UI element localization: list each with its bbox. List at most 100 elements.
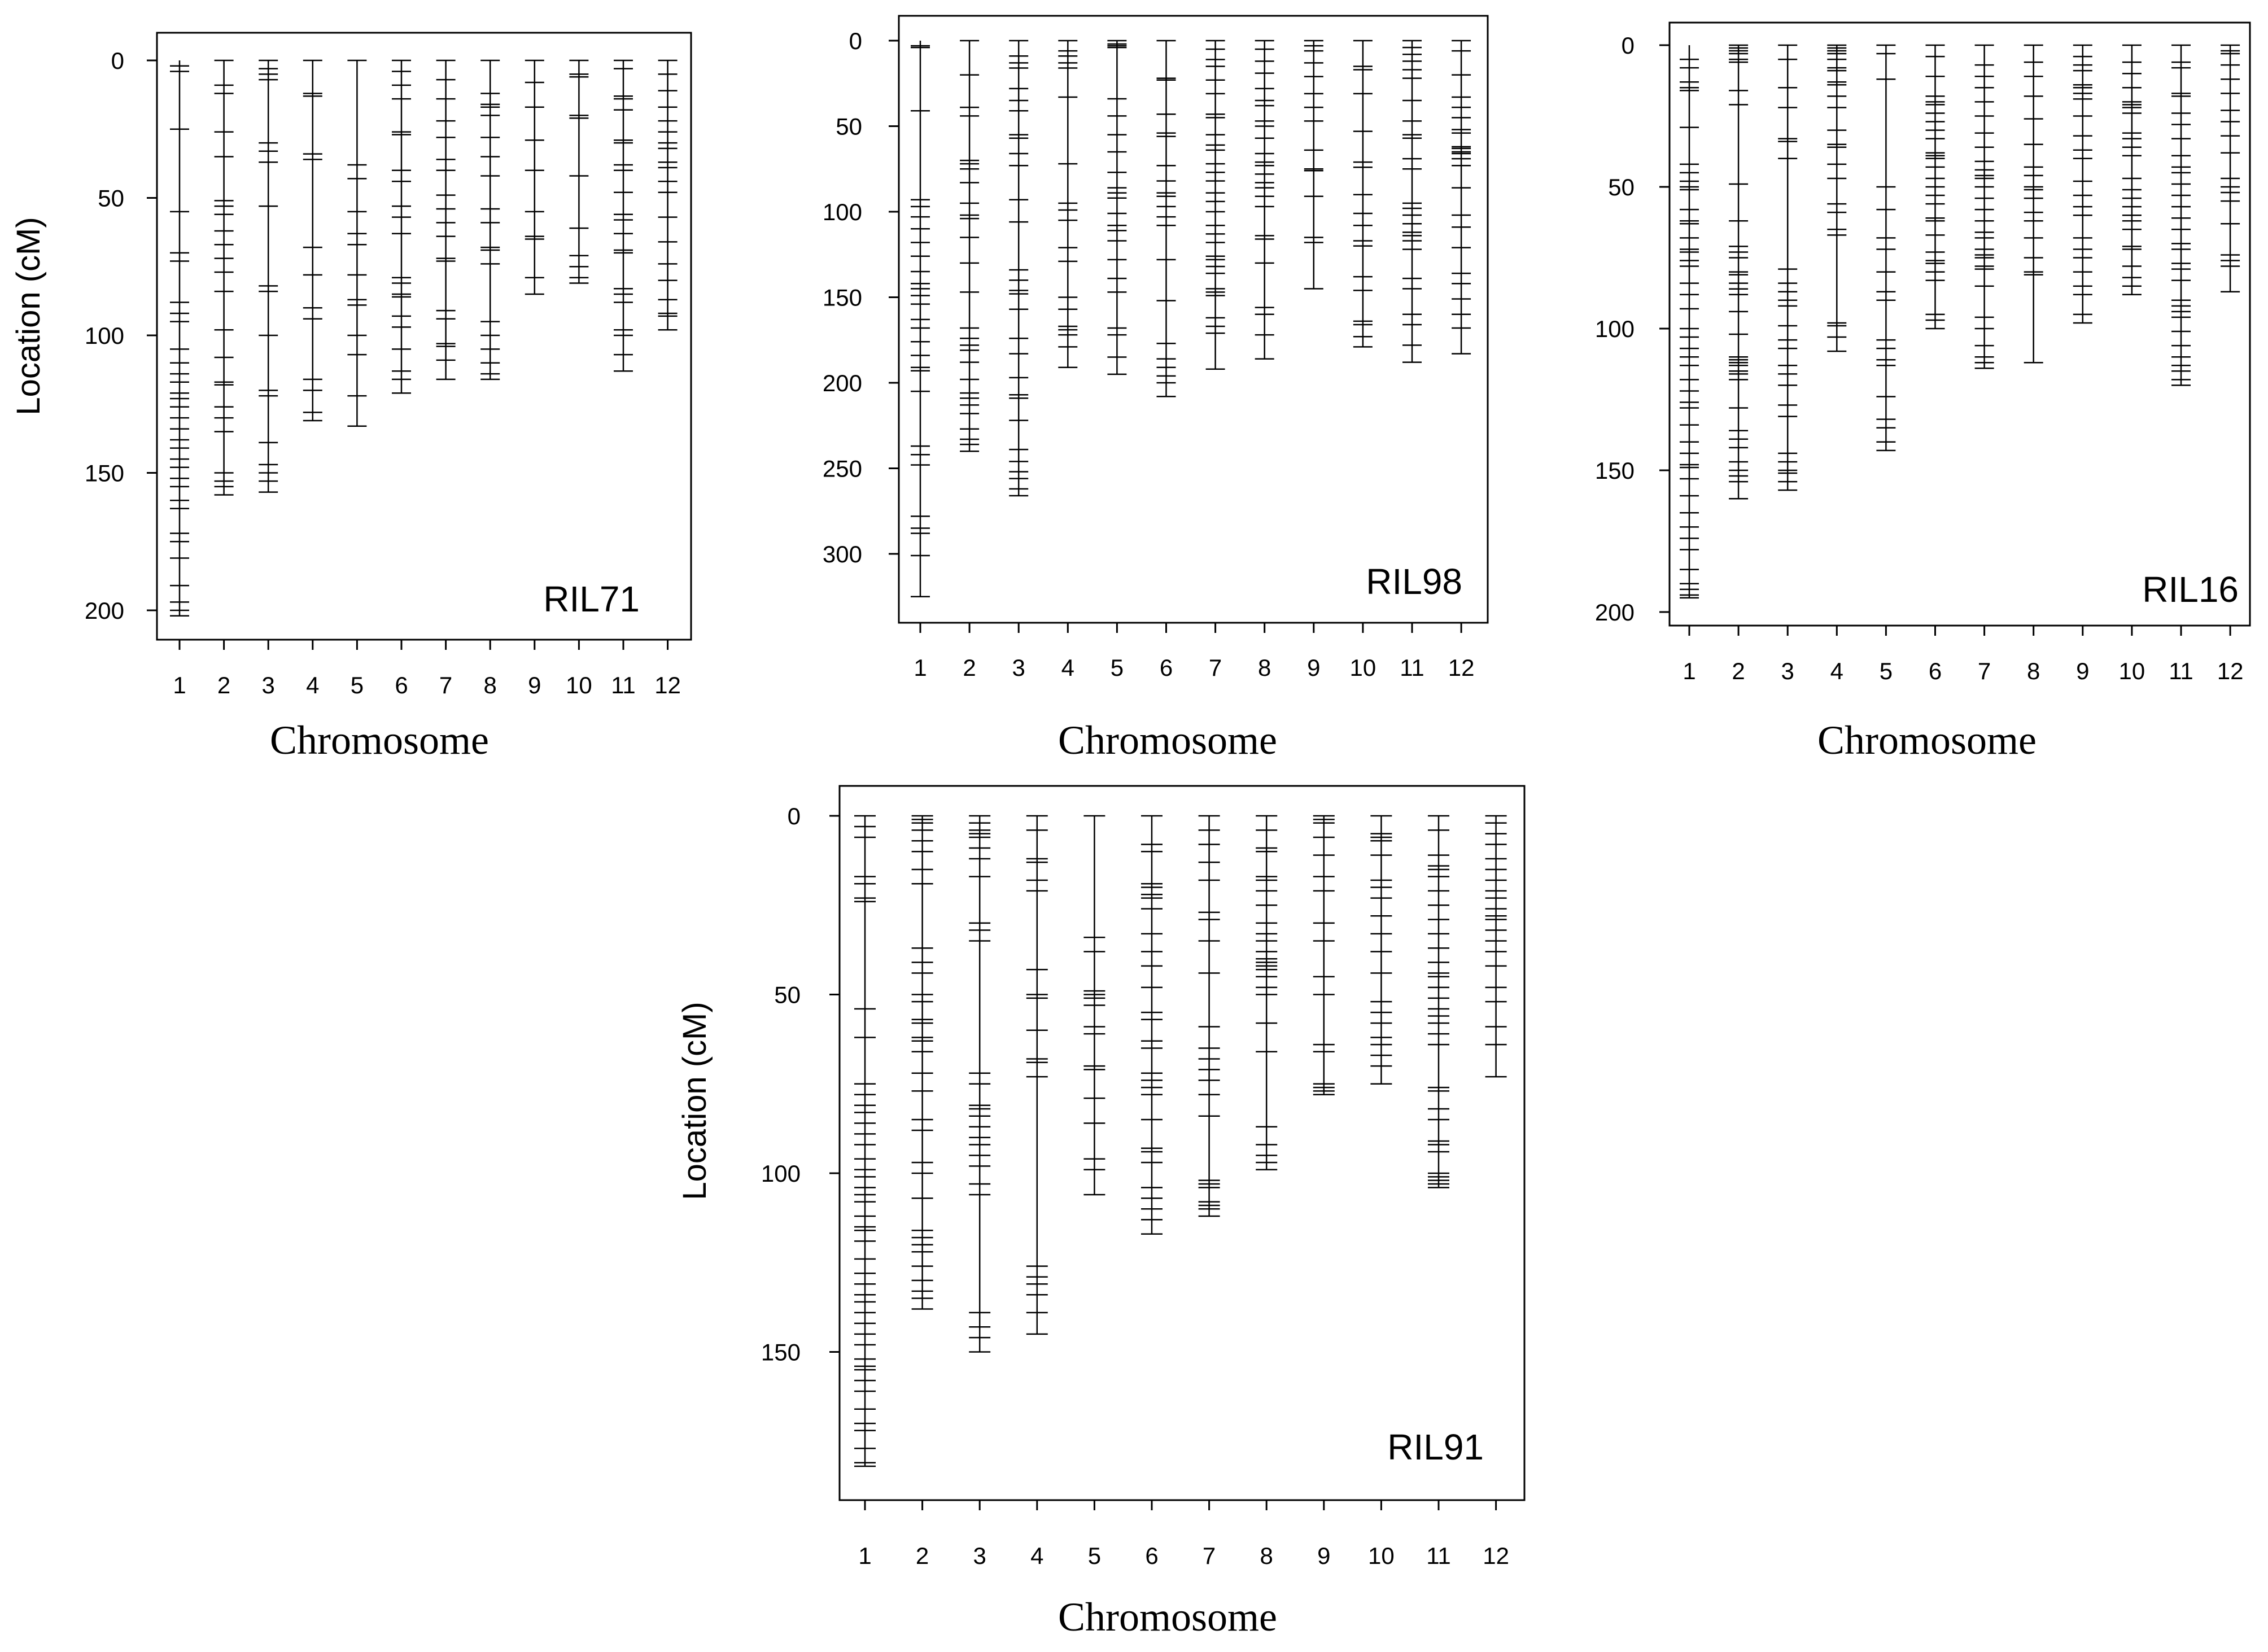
x-tick-label: 7	[439, 672, 452, 698]
chromosome-2	[911, 815, 933, 1310]
plot-frame	[156, 32, 692, 641]
chromosome-10	[1370, 815, 1392, 1085]
y-tick-label: 250	[823, 456, 862, 482]
chromosome-5	[347, 59, 367, 427]
y-tick-label: 150	[761, 1339, 801, 1366]
chromosome-7	[1974, 44, 1994, 369]
chromosome-3	[1778, 44, 1798, 491]
x-tick-label: 5	[351, 672, 364, 698]
x-axis-title: Chromosome	[270, 718, 489, 763]
y-tick-label: 150	[823, 285, 862, 311]
chromosome-2	[960, 40, 980, 452]
x-tick-label: 8	[484, 672, 497, 698]
chromosome-8	[1256, 815, 1278, 1170]
y-tick-label: 50	[1608, 174, 1635, 200]
chromosome-10	[569, 59, 589, 284]
x-tick-label: 8	[1258, 654, 1271, 681]
x-tick-label: 1	[1683, 658, 1695, 684]
x-axis-title: Chromosome	[1817, 718, 2037, 763]
y-tick-label: 200	[1595, 599, 1635, 626]
y-tick-label: 50	[774, 982, 801, 1008]
chromosome-1	[911, 41, 930, 597]
chromosome-2	[214, 59, 234, 496]
panel-label: RIL71	[543, 579, 640, 619]
chromosome-9	[1304, 40, 1323, 290]
x-tick-label: 6	[395, 672, 408, 698]
x-tick-label: 11	[611, 672, 636, 698]
x-tick-label: 11	[2169, 658, 2193, 684]
y-tick-label: 0	[788, 803, 801, 829]
chromosome-5	[1083, 815, 1105, 1196]
y-tick-label: 100	[823, 199, 862, 225]
x-tick-label: 12	[1483, 1542, 1509, 1569]
x-tick-label: 9	[1317, 1542, 1330, 1569]
x-tick-label: 6	[1929, 658, 1942, 684]
chromosome-12	[1452, 40, 1471, 355]
x-tick-label: 2	[1732, 658, 1745, 684]
chromosome-4	[1058, 40, 1078, 368]
x-tick-label: 11	[1426, 1542, 1451, 1569]
chromosome-11	[1402, 40, 1422, 363]
x-tick-label: 1	[858, 1542, 871, 1569]
chromosome-9	[2073, 44, 2092, 324]
y-tick-label: 300	[823, 541, 862, 567]
x-tick-label: 2	[963, 654, 976, 681]
y-tick-label: 50	[98, 185, 124, 212]
chromosome-4	[303, 59, 322, 422]
chromosome-12	[1485, 815, 1507, 1078]
chromosome-2	[1729, 44, 1749, 500]
chromosome-4	[1827, 44, 1847, 352]
chromosome-8	[480, 59, 500, 381]
chromosome-11	[1428, 815, 1449, 1188]
x-tick-label: 3	[973, 1542, 986, 1569]
x-tick-label: 3	[1012, 654, 1025, 681]
x-tick-label: 4	[1030, 1542, 1043, 1569]
plot-frame	[898, 15, 1489, 624]
x-tick-label: 8	[1260, 1542, 1273, 1569]
chromosome-7	[436, 59, 456, 381]
chromosome-1	[1680, 45, 1699, 599]
chromosome-3	[259, 59, 278, 493]
x-tick-label: 10	[1350, 654, 1376, 681]
x-tick-label: 4	[306, 672, 319, 698]
chromosome-8	[1255, 40, 1274, 360]
y-tick-label: 50	[836, 113, 862, 140]
x-tick-label: 5	[1088, 1542, 1101, 1569]
x-tick-label: 9	[2076, 658, 2089, 684]
chromosome-12	[2221, 44, 2240, 292]
x-tick-label: 10	[2119, 658, 2145, 684]
chromosome-10	[2122, 44, 2142, 296]
x-tick-label: 7	[1209, 654, 1222, 681]
chromosome-5	[1876, 44, 1896, 452]
x-tick-label: 10	[566, 672, 592, 698]
chromosome-11	[2171, 44, 2191, 386]
x-tick-label: 7	[1978, 658, 1991, 684]
y-tick-label: 100	[85, 322, 124, 349]
chromosome-1	[854, 815, 876, 1467]
chromosome-6	[1925, 44, 1945, 330]
x-tick-label: 8	[2027, 658, 2040, 684]
y-tick-label: 200	[823, 370, 862, 396]
y-tick-label: 0	[111, 47, 124, 74]
x-tick-label: 6	[1160, 654, 1173, 681]
x-tick-label: 4	[1830, 658, 1843, 684]
y-axis-title: Location (cM)	[10, 217, 47, 415]
x-tick-label: 12	[1448, 654, 1475, 681]
x-tick-label: 3	[262, 672, 275, 698]
chromosome-9	[1313, 815, 1335, 1095]
chromosome-8	[2024, 44, 2043, 364]
x-tick-label: 9	[1307, 654, 1320, 681]
chromosome-6	[392, 59, 411, 394]
x-axis-title: Chromosome	[1058, 718, 1277, 763]
x-tick-label: 5	[1880, 658, 1893, 684]
panel-label: RIL91	[1387, 1427, 1484, 1467]
x-tick-label: 5	[1111, 654, 1124, 681]
y-tick-label: 0	[849, 28, 862, 54]
chromosome-5	[1107, 40, 1127, 375]
y-tick-label: 150	[85, 460, 124, 487]
y-tick-label: 100	[761, 1160, 801, 1187]
y-tick-label: 150	[1595, 457, 1635, 484]
chromosome-6	[1156, 40, 1176, 397]
